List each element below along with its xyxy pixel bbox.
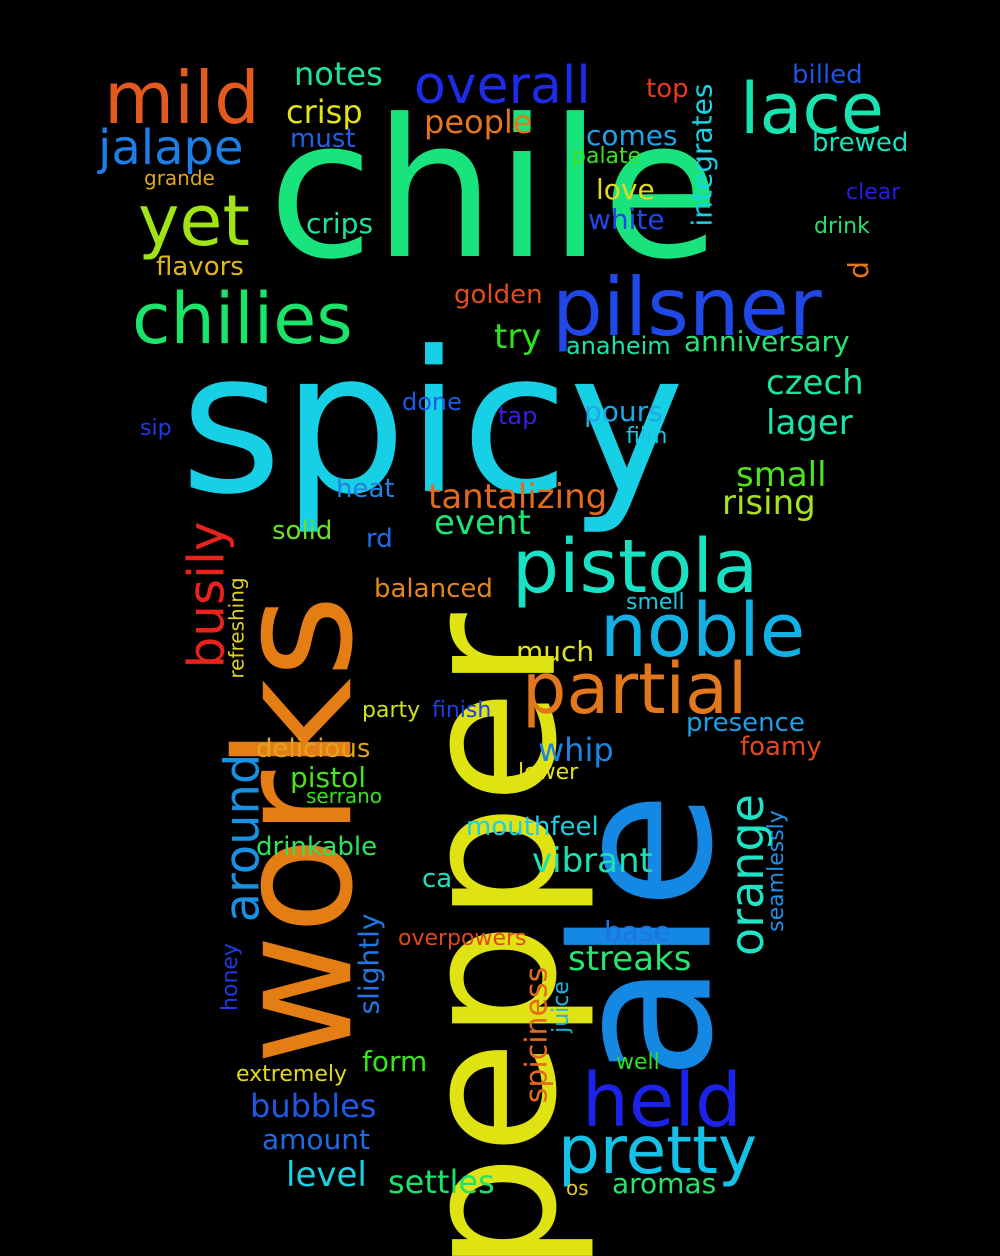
word-party: party <box>362 698 421 723</box>
word-chile: chile <box>268 79 721 302</box>
word-overall: overall <box>414 56 591 116</box>
word-spiciness: spiciness <box>519 966 555 1104</box>
word-aromas: aromas <box>612 1167 717 1200</box>
word-lager: lager <box>766 403 853 443</box>
word-extremely: extremely <box>236 1062 347 1087</box>
word-level: level <box>286 1155 367 1195</box>
word-chilies: chilies <box>132 278 353 360</box>
word-rising: rising <box>722 483 816 523</box>
word-held: held <box>582 1058 742 1144</box>
word-yet: yet <box>138 180 250 262</box>
word-base: base <box>604 915 671 948</box>
word-try: try <box>494 317 542 357</box>
word-vibrant: vibrant <box>532 841 653 881</box>
word-mild: mild <box>104 56 260 140</box>
word-notes: notes <box>294 55 383 93</box>
word-drink: drink <box>814 214 870 239</box>
word-small: small <box>736 455 827 495</box>
word-whip: whip <box>538 731 614 769</box>
word-billed: billed <box>792 60 863 90</box>
word-spicy: spicy <box>180 310 685 538</box>
word-delicious: delicious <box>256 734 371 764</box>
word-overpowers: overpowers <box>398 926 527 951</box>
word-event: event <box>434 503 531 543</box>
word-tantalizing: tantalizing <box>428 477 608 517</box>
word-drinkable: drinkable <box>256 832 378 862</box>
word-crips: crips <box>306 207 374 240</box>
word-comes: comes <box>586 119 678 152</box>
word-people: people <box>424 103 533 141</box>
word-juice: juice <box>548 981 574 1033</box>
word-refreshing: refreshing <box>224 577 249 679</box>
word-must: must <box>290 124 356 154</box>
word-anniversary: anniversary <box>684 325 850 358</box>
word-os: os <box>566 1176 589 1200</box>
word-smell: smell <box>626 590 685 615</box>
word-heat: heat <box>336 474 395 504</box>
word-honey: honey <box>217 943 243 1011</box>
word-serrano: serrano <box>306 784 382 808</box>
word-grande: grande <box>144 166 215 190</box>
word-jalape: jalape <box>98 120 244 176</box>
word-noble: noble <box>600 588 806 674</box>
word-partial: partial <box>522 648 748 730</box>
word-pours: pours <box>584 395 663 428</box>
word-brewed: brewed <box>812 128 909 158</box>
word-top: top <box>646 74 689 104</box>
word-anaheim: anaheim <box>566 332 671 360</box>
word-well: well <box>616 1050 660 1075</box>
word-streaks: streaks <box>568 939 692 979</box>
word-much: much <box>516 635 595 668</box>
word-white: white <box>588 203 665 236</box>
word-bubbles: bubbles <box>250 1087 377 1125</box>
word-golden: golden <box>454 280 543 310</box>
word-mouthfeel: mouthfeel <box>466 812 599 842</box>
word-d: d <box>841 261 875 279</box>
word-finish: finish <box>432 698 492 723</box>
word-seamlessly: seamlessly <box>763 810 789 932</box>
word-done: done <box>402 388 462 416</box>
word-flavors: flavors <box>156 252 244 282</box>
word-lace: lace <box>740 68 884 150</box>
word-slightly: slightly <box>352 913 386 1015</box>
word-crisp: crisp <box>286 93 363 131</box>
word-balanced: balanced <box>374 574 493 604</box>
word-pistol: pistol <box>290 761 367 794</box>
word-clear: clear <box>846 180 901 205</box>
word-settles: settles <box>388 1163 495 1201</box>
word-sip: sip <box>140 416 172 441</box>
word-lower: lower <box>518 760 579 785</box>
word-rd: rd <box>366 524 393 554</box>
word-pilsner: pilsner <box>552 261 822 354</box>
word-love: love <box>596 173 655 206</box>
word-palate: palate <box>572 144 642 169</box>
word-form: form <box>362 1045 428 1078</box>
word-ca: ca <box>422 864 453 894</box>
word-pretty: pretty <box>558 1112 757 1189</box>
word-czech: czech <box>766 363 864 403</box>
word-pistola: pistola <box>512 524 759 610</box>
word-tap: tap <box>498 402 538 430</box>
word-film: film <box>626 424 668 449</box>
word-solid: solid <box>272 516 333 546</box>
word-presence: presence <box>686 708 805 738</box>
word-foamy: foamy <box>740 732 822 762</box>
word-amount: amount <box>262 1123 371 1156</box>
word-integrates: integrates <box>685 83 719 227</box>
